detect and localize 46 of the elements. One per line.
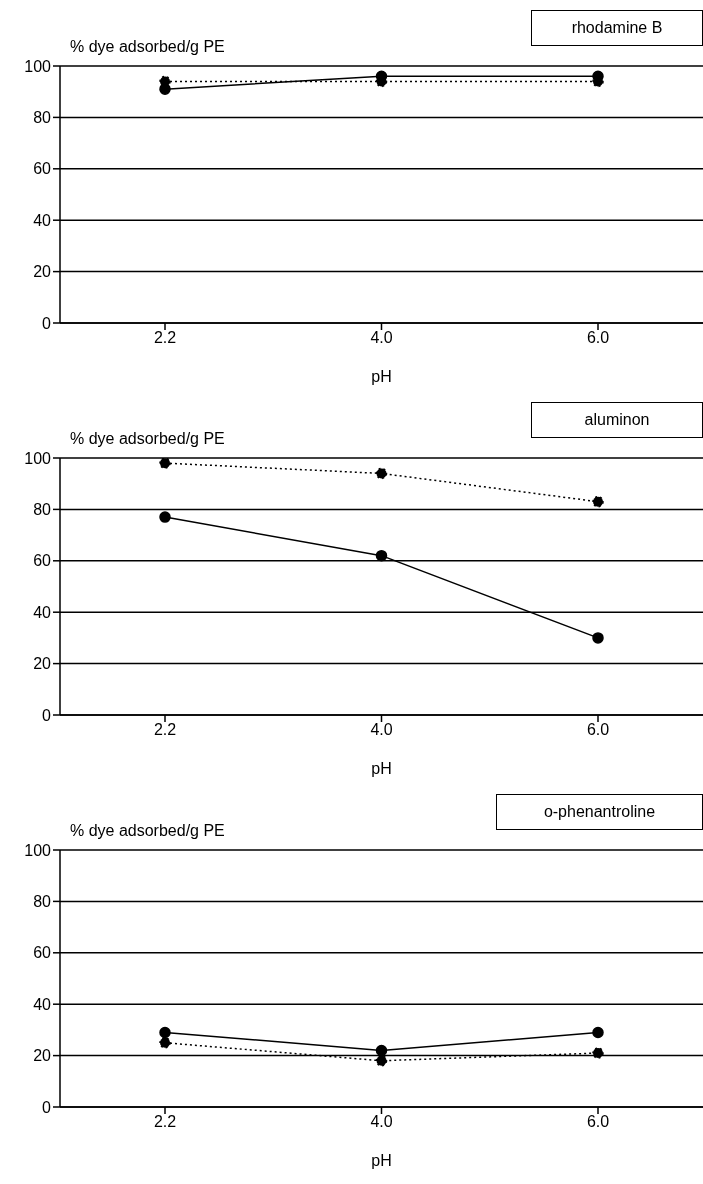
y-tick-label: 0	[42, 314, 52, 332]
y-tick-label: 80	[33, 501, 52, 519]
x-axis-title: pH	[370, 368, 393, 386]
point	[592, 632, 604, 644]
x-tick-label: 6.0	[586, 1113, 610, 1131]
x-tick-label: 2.2	[153, 1113, 177, 1131]
y-tick-label: 60	[33, 160, 52, 178]
y-tick-label: 40	[33, 995, 52, 1013]
x-tick-label: 4.0	[370, 1113, 393, 1131]
y-tick-label: 0	[42, 1098, 52, 1116]
x-tick-label: 6.0	[586, 329, 610, 347]
y-tick-label: 100	[24, 841, 52, 859]
x-axis-title: pH	[370, 1152, 393, 1170]
y-tick-label: 80	[33, 109, 52, 127]
y-axis-title: % dye adsorbed/g PE	[70, 822, 225, 840]
chart-title: rhodamine B	[531, 10, 703, 46]
y-tick-label: 60	[33, 552, 52, 570]
x-tick-label: 4.0	[370, 329, 393, 347]
point	[375, 549, 388, 562]
y-tick-label: 20	[33, 1047, 52, 1065]
x-tick-label: 2.2	[153, 329, 177, 347]
y-tick-label: 20	[33, 263, 52, 281]
point	[592, 495, 604, 508]
y-tick-label: 0	[42, 706, 52, 724]
chart-title: o-phenantroline	[496, 794, 703, 830]
y-tick-label: 40	[33, 603, 52, 621]
chart-title: aluminon	[531, 402, 703, 438]
x-tick-label: 4.0	[370, 721, 393, 739]
x-axis-title: pH	[370, 760, 393, 778]
y-tick-label: 100	[24, 57, 52, 75]
point	[592, 1047, 604, 1059]
y-tick-label: 20	[33, 655, 52, 673]
y-tick-label: 40	[33, 211, 52, 229]
point	[592, 1026, 604, 1039]
point	[375, 467, 388, 480]
point	[159, 511, 171, 523]
point	[159, 458, 171, 469]
y-axis-title: % dye adsorbed/g PE	[70, 430, 225, 448]
y-tick-label: 100	[24, 449, 52, 467]
x-tick-label: 2.2	[153, 721, 177, 739]
x-tick-label: 6.0	[586, 721, 610, 739]
point	[159, 1026, 171, 1039]
y-tick-label: 80	[33, 893, 52, 911]
y-tick-label: 60	[33, 944, 52, 962]
point	[159, 1037, 171, 1049]
y-axis-title: % dye adsorbed/g PE	[70, 38, 225, 56]
